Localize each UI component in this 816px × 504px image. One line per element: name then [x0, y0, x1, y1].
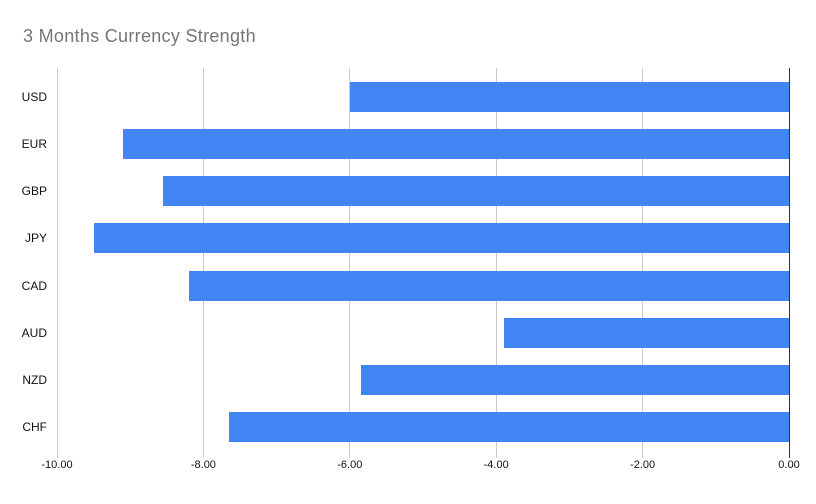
x-tick-label: -2.00: [630, 459, 656, 471]
y-axis-label-nzd: NZD: [22, 373, 47, 388]
x-tick-label: -6.00: [337, 459, 363, 471]
x-axis-tick: [349, 452, 351, 458]
x-tick-label: 0.00: [778, 459, 800, 471]
x-axis-tick: [495, 452, 497, 458]
bar-aud: [503, 317, 789, 348]
x-axis-tick: [56, 452, 58, 458]
y-axis-label-aud: AUD: [21, 325, 47, 340]
bar-jpy: [93, 223, 789, 254]
x-axis-tick: [788, 452, 790, 458]
gridline: [349, 68, 351, 452]
bar-cad: [188, 270, 789, 301]
y-axis-label-jpy: JPY: [24, 231, 47, 246]
bar-chf: [229, 412, 789, 443]
plot-area: [56, 68, 790, 458]
bar-gbp: [163, 176, 789, 207]
bar-nzd: [360, 365, 789, 396]
x-axis-tick: [202, 452, 204, 458]
gridline: [56, 68, 58, 452]
y-axis-label-usd: USD: [21, 89, 47, 104]
x-tick-label: -10.00: [41, 459, 73, 471]
y-axis-label-chf: CHF: [22, 420, 47, 435]
gridline: [495, 68, 497, 452]
gridline: [642, 68, 644, 452]
bar-usd: [349, 81, 789, 112]
y-axis-label-gbp: GBP: [21, 184, 47, 199]
x-tick-label: -4.00: [483, 459, 509, 471]
axis-baseline: [788, 68, 790, 452]
bar-eur: [122, 128, 789, 159]
x-axis-tick: [642, 452, 644, 458]
x-tick-label: -8.00: [190, 459, 216, 471]
gridline: [202, 68, 204, 452]
y-axis-label-eur: EUR: [21, 136, 47, 151]
chart-title: 3 Months Currency Strength: [23, 26, 256, 46]
y-axis-label-cad: CAD: [21, 278, 47, 293]
